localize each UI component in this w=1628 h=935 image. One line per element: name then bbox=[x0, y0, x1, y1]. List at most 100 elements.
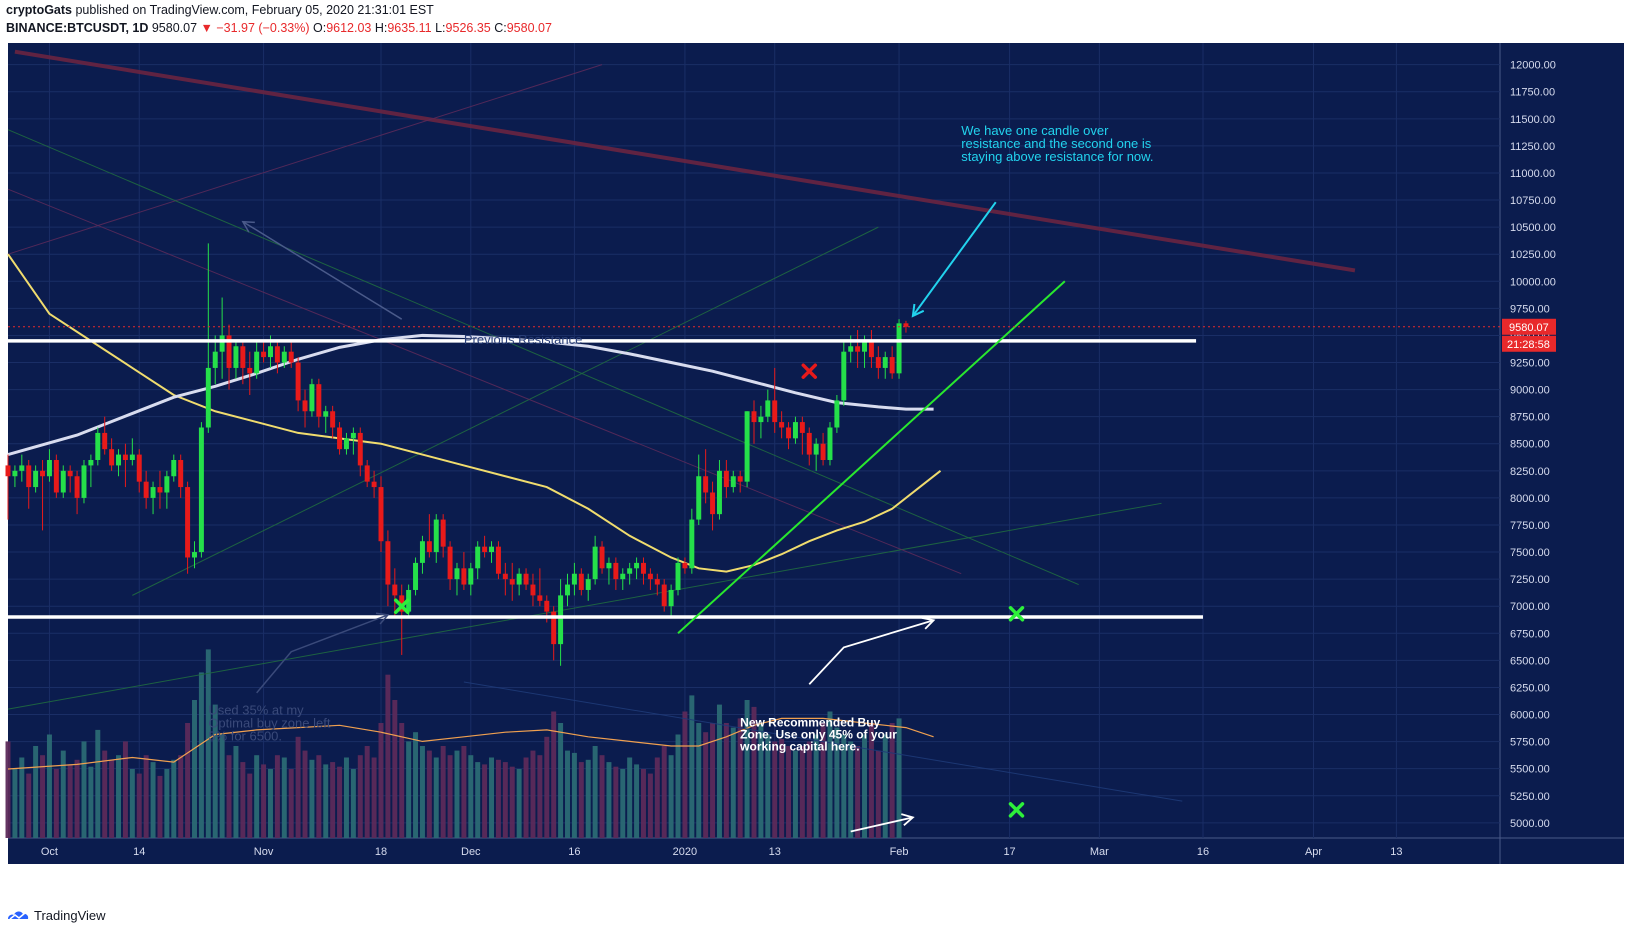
volume-bar bbox=[889, 723, 895, 838]
candle-body bbox=[157, 487, 163, 493]
footer: TradingView bbox=[6, 907, 106, 923]
candle-body bbox=[827, 427, 833, 460]
y-tick-label: 9250.00 bbox=[1510, 358, 1550, 370]
candle-body bbox=[122, 454, 128, 460]
volume-bar bbox=[233, 746, 239, 838]
volume-bar bbox=[862, 734, 868, 838]
candle-body bbox=[744, 411, 750, 482]
candle-body bbox=[627, 568, 633, 574]
candle-body bbox=[868, 340, 874, 358]
candle-body bbox=[620, 573, 626, 580]
arrow-head bbox=[911, 303, 925, 318]
author-name[interactable]: cryptoGats bbox=[6, 3, 72, 17]
volume-bar bbox=[613, 766, 619, 838]
volume-bar bbox=[364, 746, 370, 838]
annotation-line: Optimal buy zone left bbox=[208, 716, 331, 731]
candle-body bbox=[413, 562, 419, 590]
volume-bar bbox=[696, 723, 702, 838]
volume-bar bbox=[343, 757, 349, 838]
candle-body bbox=[786, 427, 792, 439]
white-arrow-icon bbox=[808, 616, 936, 685]
open-value: 9612.03 bbox=[326, 21, 372, 35]
candle-body bbox=[88, 459, 94, 466]
volume-bar bbox=[461, 746, 467, 838]
candle-body bbox=[205, 367, 211, 428]
candle-body bbox=[350, 432, 356, 439]
candle-body bbox=[751, 411, 757, 423]
volume-bar bbox=[779, 739, 785, 838]
high-value: 9635.11 bbox=[387, 21, 432, 35]
candle-body bbox=[116, 454, 122, 466]
volume-bar bbox=[551, 711, 557, 838]
publication-line: cryptoGats published on TradingView.com,… bbox=[6, 3, 434, 17]
annotation-line: resistance and the second one is bbox=[961, 136, 1152, 151]
volume-bar bbox=[316, 755, 322, 838]
y-tick-label: 6250.00 bbox=[1510, 682, 1550, 694]
candle-body bbox=[102, 432, 108, 450]
candle-body bbox=[399, 595, 405, 612]
x-tick-label: 2020 bbox=[673, 846, 697, 858]
x-tick-label: Oct bbox=[41, 846, 58, 858]
volume-bar bbox=[544, 736, 550, 838]
annotation-line: working capital here. bbox=[739, 739, 859, 753]
y-tick-label: 5000.00 bbox=[1510, 818, 1550, 830]
candle-body bbox=[565, 584, 570, 596]
candle-body bbox=[309, 384, 315, 412]
volume-bar bbox=[647, 773, 653, 838]
candle-body bbox=[40, 470, 46, 477]
faint-trendline bbox=[132, 226, 879, 596]
volume-bar bbox=[744, 700, 750, 838]
candle-body bbox=[599, 546, 605, 569]
faded-arrow-up-icon bbox=[241, 220, 403, 320]
candle-body bbox=[171, 459, 177, 477]
volume-bar bbox=[447, 755, 453, 838]
candle-body bbox=[95, 432, 101, 460]
footer-brand[interactable]: TradingView bbox=[34, 907, 106, 923]
candle-body bbox=[889, 357, 895, 374]
volume-bar bbox=[164, 769, 170, 838]
volume-bar bbox=[426, 750, 432, 838]
volume-bar bbox=[281, 757, 287, 838]
price-chart[interactable]: 12000.00 11750.00 11500.00 11250.00 11000.00… bbox=[0, 41, 1628, 868]
candle-body bbox=[841, 351, 847, 401]
volume-bar bbox=[523, 757, 529, 838]
volume-bar bbox=[157, 775, 163, 838]
candle-body bbox=[468, 568, 474, 585]
volume-bar bbox=[668, 755, 674, 838]
candle-body bbox=[343, 438, 349, 450]
arrow-head bbox=[241, 220, 255, 233]
y-tick-label: 9000.00 bbox=[1510, 385, 1550, 397]
volume-bar bbox=[19, 757, 25, 838]
volume-bar bbox=[758, 723, 764, 838]
arrow-shaft bbox=[850, 816, 914, 833]
price-change: ▼ −31.97 (−0.33%) bbox=[200, 21, 310, 35]
candle-body bbox=[530, 584, 536, 596]
candle-body bbox=[419, 541, 425, 563]
volume-bar bbox=[855, 746, 861, 838]
volume-bar bbox=[454, 750, 460, 838]
candle-body bbox=[730, 476, 736, 488]
volume-bar bbox=[413, 732, 419, 838]
candle-body bbox=[178, 459, 184, 488]
candle-body bbox=[696, 476, 702, 520]
trendline-line bbox=[677, 280, 1066, 635]
candle-body bbox=[295, 362, 301, 401]
marker-stroke bbox=[1008, 606, 1025, 622]
candle-body bbox=[654, 579, 660, 585]
volume-bar bbox=[261, 764, 267, 838]
candle-body bbox=[689, 519, 695, 569]
volume-bar bbox=[703, 732, 709, 838]
volume-bar bbox=[509, 766, 515, 838]
candle-body bbox=[772, 400, 778, 423]
annotation-text: Used 35% at my Optimal buy zone left 5% fo… bbox=[208, 703, 331, 744]
symbol-label[interactable]: BINANCE:BTCUSDT, 1D bbox=[6, 21, 149, 35]
annotation-line: Previous Resistance bbox=[464, 332, 583, 347]
candle-body bbox=[799, 422, 805, 433]
candle-body bbox=[544, 600, 550, 612]
volume-bar bbox=[67, 764, 73, 838]
candle-body bbox=[233, 346, 239, 368]
volume-bar bbox=[799, 746, 805, 838]
volume-bar bbox=[267, 769, 273, 838]
annotation-line: New Recommended Buy bbox=[740, 715, 880, 729]
candle-body bbox=[12, 470, 18, 477]
